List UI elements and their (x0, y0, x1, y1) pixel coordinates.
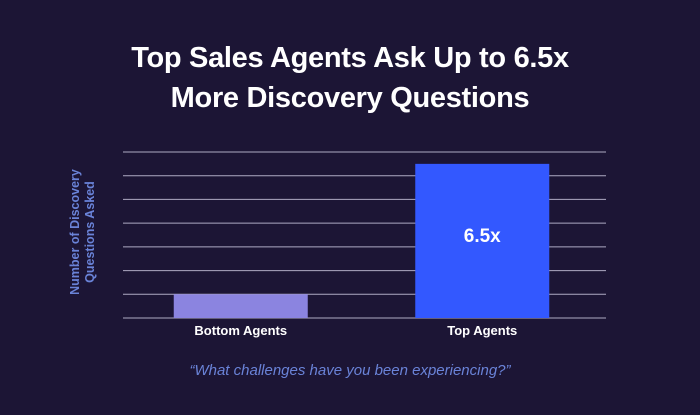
chart-annotation-quote: “What challenges have you been experienc… (189, 362, 511, 379)
x-tick-label: Bottom Agents (194, 323, 287, 338)
chart-title-line-1: Top Sales Agents Ask Up to 6.5x (131, 42, 569, 74)
x-tick-label: Top Agents (447, 323, 517, 338)
bar-top-agents (415, 163, 550, 318)
bar-data-label: 6.5x (464, 226, 501, 247)
chart-title: Top Sales Agents Ask Up to 6.5x More Dis… (0, 38, 700, 118)
bar-bottom-agents (173, 294, 308, 318)
chart-title-line-2: More Discovery Questions (170, 82, 530, 114)
